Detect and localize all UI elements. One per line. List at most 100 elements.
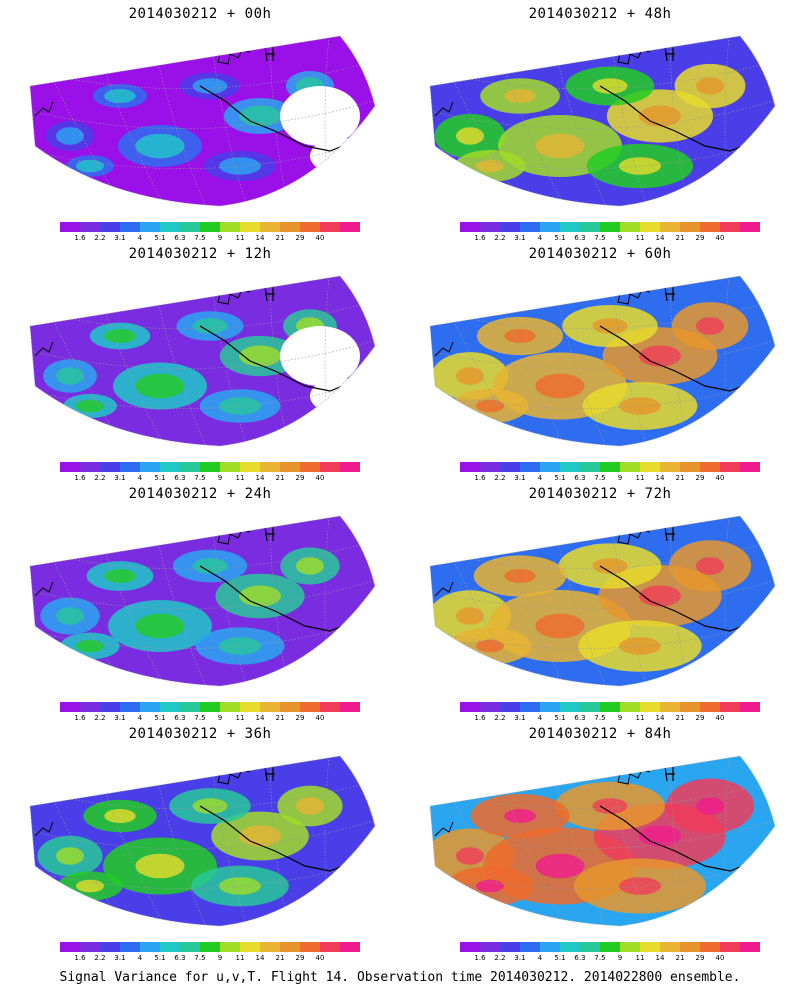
colorbar-tick-label: 14 [655, 714, 665, 722]
colorbar-tick-label: 7.5 [594, 474, 606, 482]
colorbar-swatch [260, 702, 280, 712]
colorbar-tick-label: 3.1 [514, 234, 526, 242]
colorbar-tick-label: 7.5 [194, 714, 206, 722]
colorbar-swatch [320, 462, 340, 472]
colorbar-swatch [480, 942, 500, 952]
colorbar-tick-label: 21 [275, 234, 285, 242]
colorbar-swatch [640, 942, 660, 952]
colorbar-swatch [80, 222, 100, 232]
colorbar [60, 222, 360, 232]
colorbar-swatch [280, 462, 300, 472]
colorbar [460, 942, 760, 952]
colorbar-swatch [140, 942, 160, 952]
colorbar-tick-label: 9 [617, 714, 623, 722]
colorbar-tick-label: 1.6 [474, 474, 486, 482]
variance-map [29, 515, 376, 687]
map-panel: 2014030212 + 12h 1.6 2.2 3.1 4 5.1 6.3 7.5 9 11 14… [0, 240, 400, 482]
colorbar-tick-label: 40 [715, 234, 725, 242]
colorbar-swatch [280, 942, 300, 952]
colorbar-swatch [620, 462, 640, 472]
colorbar-tick-label: 7.5 [594, 954, 606, 962]
colorbar-swatch [460, 462, 480, 472]
colorbar-swatch [240, 702, 260, 712]
colorbar-swatch [140, 702, 160, 712]
colorbar-swatch [540, 462, 560, 472]
colorbar-swatch [600, 702, 620, 712]
colorbar-swatch [680, 462, 700, 472]
map-fill [30, 276, 375, 446]
panel-title: 2014030212 + 00h [128, 6, 272, 22]
colorbar-swatch [560, 942, 580, 952]
colorbar [60, 702, 360, 712]
colorbar-tick-label: 3.1 [114, 954, 126, 962]
colorbar-swatch [700, 222, 720, 232]
colorbar-swatch [640, 462, 660, 472]
colorbar-tick-label: 40 [715, 954, 725, 962]
colorbar-swatch [60, 702, 80, 712]
colorbar-tick-label: 6.3 [174, 234, 186, 242]
colorbar-swatch [720, 462, 740, 472]
colorbar-tick-label: 1.6 [474, 714, 486, 722]
colorbar-swatch [520, 702, 540, 712]
colorbar-swatch [260, 462, 280, 472]
colorbar-swatch [160, 702, 180, 712]
colorbar-swatch [540, 222, 560, 232]
colorbar-swatch [680, 702, 700, 712]
colorbar-swatch [560, 222, 580, 232]
colorbar-tick-label: 21 [675, 954, 685, 962]
colorbar-tick-label: 2.2 [494, 474, 506, 482]
colorbar [460, 222, 760, 232]
variance-map [429, 515, 776, 687]
variance-map [429, 275, 776, 447]
colorbar-tick-label: 4 [537, 234, 543, 242]
map-panel: 2014030212 + 84h 1.6 2.2 3.1 4 5.1 6.3 7.5 9 11 14… [400, 720, 800, 962]
colorbar-tick-label: 40 [315, 954, 325, 962]
colorbar-swatch [180, 222, 200, 232]
colorbar-swatch [200, 462, 220, 472]
colorbar-swatch [80, 702, 100, 712]
colorbar-tick-label: 5.1 [154, 234, 166, 242]
colorbar-swatch [200, 702, 220, 712]
map-fill [30, 36, 375, 206]
colorbar-swatch [700, 942, 720, 952]
variance-map [29, 275, 376, 447]
colorbar-tick-label: 3.1 [114, 234, 126, 242]
colorbar-tick-label: 4 [137, 234, 143, 242]
colorbar-tick-label: 2.2 [94, 714, 106, 722]
colorbar [60, 942, 360, 952]
colorbar-swatch [700, 702, 720, 712]
colorbar-swatch [520, 462, 540, 472]
colorbar-swatch [500, 462, 520, 472]
colorbar-swatch [180, 462, 200, 472]
colorbar-tick-label: 21 [275, 954, 285, 962]
colorbar-tick-label: 29 [295, 714, 305, 722]
colorbar-tick-label: 2.2 [94, 234, 106, 242]
colorbar-swatch [680, 222, 700, 232]
colorbar-tick-label: 14 [255, 234, 265, 242]
colorbar-swatch [60, 462, 80, 472]
colorbar-tick-label: 29 [695, 474, 705, 482]
colorbar-ticks: 1.6 2.2 3.1 4 5.1 6.3 7.5 9 11 14 21 29 40 [42, 714, 382, 724]
colorbar-tick-label: 14 [655, 474, 665, 482]
colorbar-swatch [80, 942, 100, 952]
colorbar-tick-label: 21 [275, 474, 285, 482]
colorbar-tick-label: 4 [137, 714, 143, 722]
colorbar-tick-label: 14 [655, 234, 665, 242]
colorbar-tick-label: 3.1 [514, 714, 526, 722]
colorbar-swatch [340, 222, 360, 232]
colorbar-tick-label: 14 [655, 954, 665, 962]
colorbar-tick-label: 5.1 [554, 954, 566, 962]
colorbar-ticks: 1.6 2.2 3.1 4 5.1 6.3 7.5 9 11 14 21 29 40 [42, 234, 382, 244]
map-fill [430, 36, 775, 206]
colorbar-tick-label: 5.1 [554, 234, 566, 242]
colorbar-tick-label: 2.2 [494, 714, 506, 722]
map-panel: 2014030212 + 24h 1.6 2.2 3.1 4 5.1 6.3 7.5 9 11 14… [0, 480, 400, 722]
colorbar-swatch [340, 702, 360, 712]
colorbar-swatch [500, 702, 520, 712]
colorbar-ticks: 1.6 2.2 3.1 4 5.1 6.3 7.5 9 11 14 21 29 40 [442, 714, 782, 724]
colorbar-swatch [580, 942, 600, 952]
colorbar-tick-label: 9 [217, 234, 223, 242]
colorbar-swatch [720, 222, 740, 232]
colorbar-tick-label: 21 [675, 714, 685, 722]
figure-caption: Signal Variance for u,v,T. Flight 14. Ob… [59, 970, 741, 985]
